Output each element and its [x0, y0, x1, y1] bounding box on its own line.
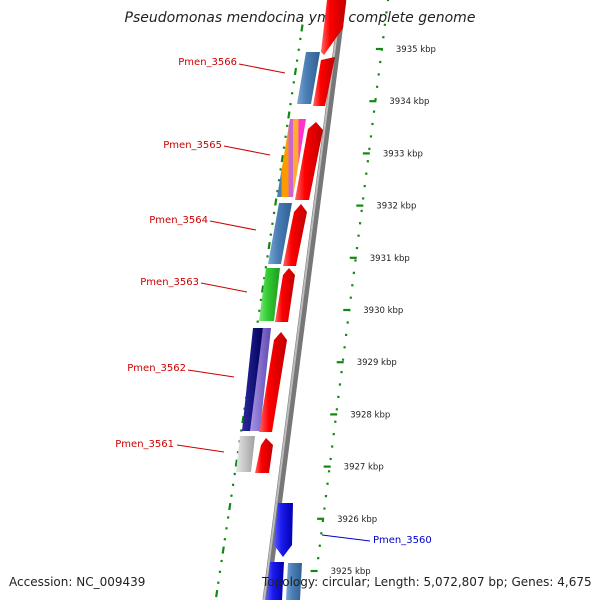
forward-cds-track — [255, 0, 346, 473]
cds-arrow — [321, 0, 346, 55]
ring-dot — [215, 589, 219, 598]
gene-label-pmen-3562: Pmen_3562 — [127, 363, 186, 374]
leader-line — [176, 444, 225, 453]
ring-dot — [287, 111, 291, 119]
cds-block — [266, 562, 284, 600]
ring-dot — [261, 285, 265, 293]
cds-block — [277, 119, 306, 197]
gene-label-pmen-3566: Pmen_3566 — [178, 57, 237, 68]
leader-line — [321, 534, 371, 542]
topology-text: Topology: circular; Length: 5,072,807 bp… — [262, 575, 592, 589]
scale-label: 3932 kbp — [376, 202, 416, 212]
cds-arrow — [255, 438, 273, 473]
gene-label-pmen-3565: Pmen_3565 — [163, 140, 222, 151]
scale-label: 3925 kbp — [331, 567, 371, 577]
cds-block — [242, 328, 263, 431]
inner-dotted-ring — [317, 0, 390, 560]
scale-label: 3934 kbp — [389, 97, 429, 107]
scale-label: 3926 kbp — [337, 515, 377, 525]
cds-arrow — [313, 57, 335, 106]
gene-label-pmen-3563: Pmen_3563 — [140, 277, 199, 288]
leader-line — [238, 63, 286, 74]
leader-line — [209, 220, 257, 231]
cds-block — [297, 52, 320, 104]
genome-title: Pseudomonas mendocina ymp, complete geno… — [124, 10, 476, 26]
cds-block — [250, 328, 271, 431]
scale-label: 3931 kbp — [370, 254, 410, 264]
gene-label-pmen-3560: Pmen_3560 — [373, 535, 432, 546]
gene-label-pmen-3561: Pmen_3561 — [115, 439, 174, 450]
cds-block — [236, 436, 255, 472]
scale-label: 3929 kbp — [357, 358, 397, 368]
cds-block — [268, 203, 292, 264]
leader-line — [223, 145, 271, 156]
scale-label: 3928 kbp — [350, 410, 390, 420]
cds-arrow — [295, 122, 323, 200]
genome-backbone — [262, 0, 347, 600]
scale-label: 3930 kbp — [363, 306, 403, 316]
cds-block — [286, 563, 302, 600]
cds-block — [259, 268, 280, 321]
kbp-scale: 3935 kbp 3934 kbp 3933 kbp 3932 kbp 3931 kbp… — [310, 45, 436, 577]
ring-dot — [274, 198, 278, 206]
label-leader-lines — [176, 63, 371, 542]
scale-label: 3927 kbp — [344, 463, 384, 473]
cds-arrow — [259, 332, 287, 432]
gene-label-pmen-3564: Pmen_3564 — [149, 215, 208, 226]
cds-arrow — [283, 204, 307, 266]
cds-block — [274, 503, 293, 557]
gene-labels: Pmen_3566 Pmen_3565 Pmen_3564 Pmen_3563 … — [115, 57, 431, 546]
scale-label: 3933 kbp — [383, 149, 423, 159]
ring-dot — [228, 502, 232, 511]
ring-dot — [267, 241, 271, 250]
ring-dot — [221, 546, 225, 554]
ring-dot — [234, 459, 238, 467]
scale-label: 3935 kbp — [396, 45, 436, 55]
leader-line — [200, 282, 248, 293]
other-cds-track — [236, 52, 320, 600]
ring-dot — [300, 24, 304, 32]
ring-dot — [293, 67, 298, 76]
ring-dot — [280, 154, 284, 163]
leader-line — [187, 369, 235, 378]
accession-text: Accession: NC_009439 — [9, 575, 146, 589]
cds-arrow — [275, 268, 295, 322]
ring-dot — [241, 415, 245, 424]
